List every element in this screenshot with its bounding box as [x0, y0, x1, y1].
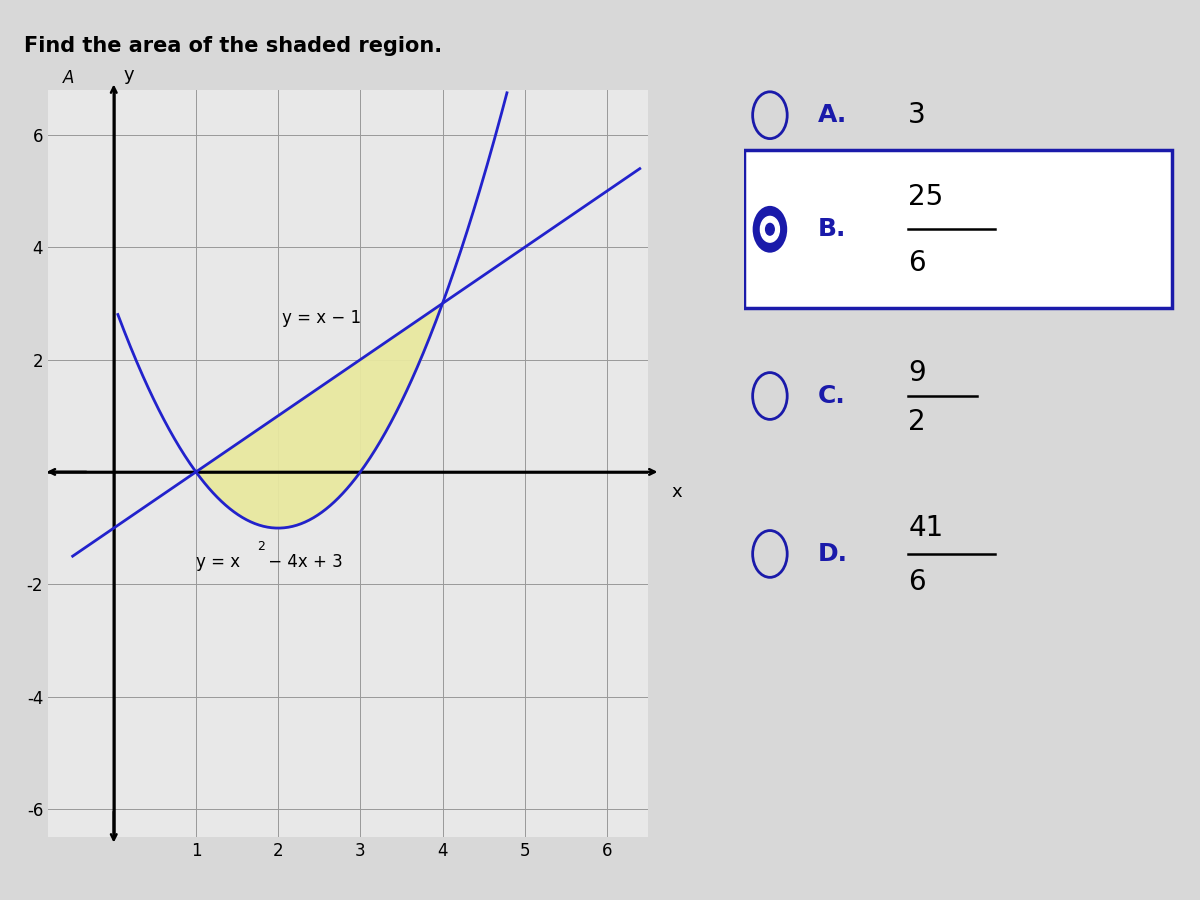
Text: A: A	[62, 69, 74, 87]
Text: 6: 6	[908, 568, 925, 596]
Text: 2: 2	[258, 540, 265, 554]
Circle shape	[752, 206, 787, 253]
Text: A.: A.	[817, 104, 847, 127]
Text: 2: 2	[908, 409, 925, 436]
Bar	[744, 150, 1171, 308]
Text: 3: 3	[908, 101, 926, 130]
Text: 41: 41	[908, 514, 943, 542]
Text: y = x − 1: y = x − 1	[282, 309, 361, 327]
Text: 6: 6	[908, 248, 925, 276]
Text: x: x	[671, 482, 682, 500]
Text: − 4x + 3: − 4x + 3	[263, 554, 343, 572]
Text: B.: B.	[817, 217, 846, 241]
Text: 9: 9	[908, 358, 926, 387]
Text: y = x: y = x	[196, 554, 240, 572]
Text: y: y	[124, 67, 134, 85]
Circle shape	[761, 216, 780, 242]
Text: 25: 25	[908, 183, 943, 212]
Text: Find the area of the shaded region.: Find the area of the shaded region.	[24, 36, 442, 56]
Text: D.: D.	[817, 542, 847, 566]
Text: C.: C.	[817, 384, 845, 408]
Circle shape	[766, 223, 774, 235]
